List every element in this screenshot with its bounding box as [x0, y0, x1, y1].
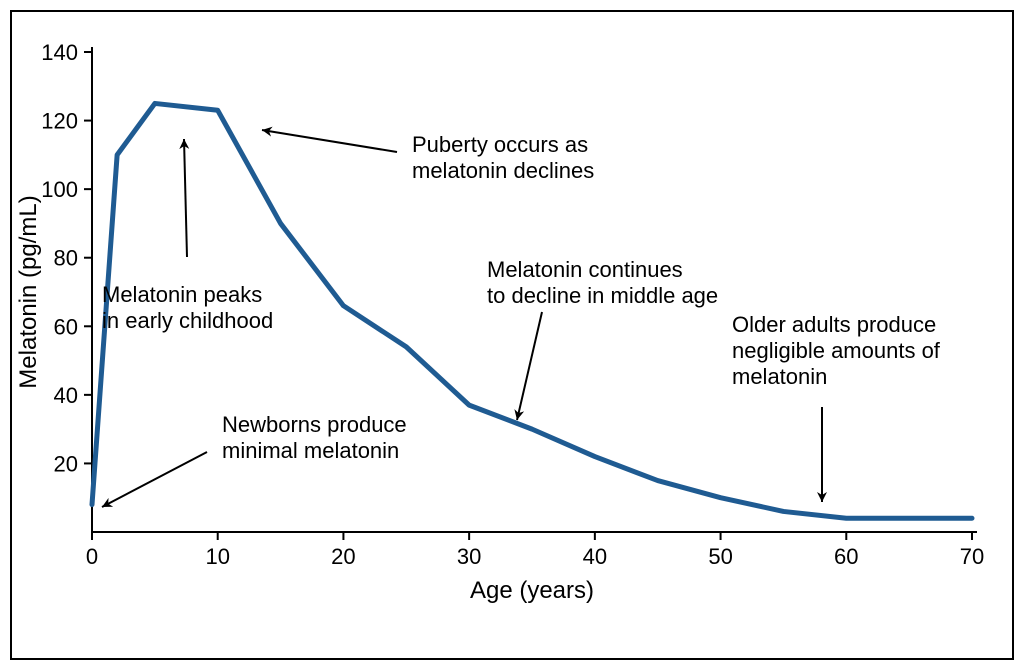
x-tick-label: 40 [583, 544, 607, 569]
x-tick-label: 20 [331, 544, 355, 569]
annotation-newborn-arrow [102, 452, 207, 507]
annotation-middle: Melatonin continuesto decline in middle … [487, 257, 718, 308]
x-tick-label: 10 [205, 544, 229, 569]
annotation-puberty-line: melatonin declines [412, 158, 594, 183]
y-tick-label: 60 [54, 314, 78, 339]
annotation-newborn-line: minimal melatonin [222, 438, 399, 463]
annotation-puberty-line: Puberty occurs as [412, 132, 588, 157]
annotation-newborn: Newborns produceminimal melatonin [222, 412, 407, 463]
chart-panel: 0 10 20 30 40 50 60 70 20 40 60 80 100 120 140 Age (yea… [10, 10, 1014, 660]
x-tick-label: 70 [960, 544, 984, 569]
annotation-puberty-arrow [262, 130, 397, 152]
annotation-peak-arrow [184, 139, 187, 257]
y-axis-label: Melatonin (pg/mL) [15, 195, 42, 388]
annotation-older-line: Older adults produce [732, 312, 936, 337]
x-axis-label: Age (years) [470, 577, 594, 604]
y-tick-label: 100 [41, 177, 78, 202]
annotation-middle-arrow [517, 312, 542, 420]
annotation-older-line: melatonin [732, 364, 827, 389]
x-tick-label: 60 [834, 544, 858, 569]
y-tick-label: 120 [41, 109, 78, 134]
y-tick-label: 20 [54, 451, 78, 476]
outer-frame: 0 10 20 30 40 50 60 70 20 40 60 80 100 120 140 Age (yea… [0, 0, 1024, 670]
annotation-middle-line: to decline in middle age [487, 283, 718, 308]
y-tick-label: 40 [54, 383, 78, 408]
melatonin-line-chart: 0 10 20 30 40 50 60 70 20 40 60 80 100 120 140 Age (yea… [12, 12, 1012, 642]
x-tick-label: 50 [708, 544, 732, 569]
annotation-puberty: Puberty occurs asmelatonin declines [412, 132, 594, 183]
annotation-middle-line: Melatonin continues [487, 257, 683, 282]
x-tick-label: 30 [457, 544, 481, 569]
y-tick-label: 140 [41, 40, 78, 65]
annotation-peak: Melatonin peaksin early childhood [102, 282, 273, 333]
annotation-peak-line: in early childhood [102, 308, 273, 333]
annotation-peak-line: Melatonin peaks [102, 282, 262, 307]
annotation-older-line: negligible amounts of [732, 338, 941, 363]
y-tick-label: 80 [54, 246, 78, 271]
annotation-newborn-line: Newborns produce [222, 412, 407, 437]
annotation-older: Older adults producenegligible amounts o… [732, 312, 941, 389]
x-tick-label: 0 [86, 544, 98, 569]
